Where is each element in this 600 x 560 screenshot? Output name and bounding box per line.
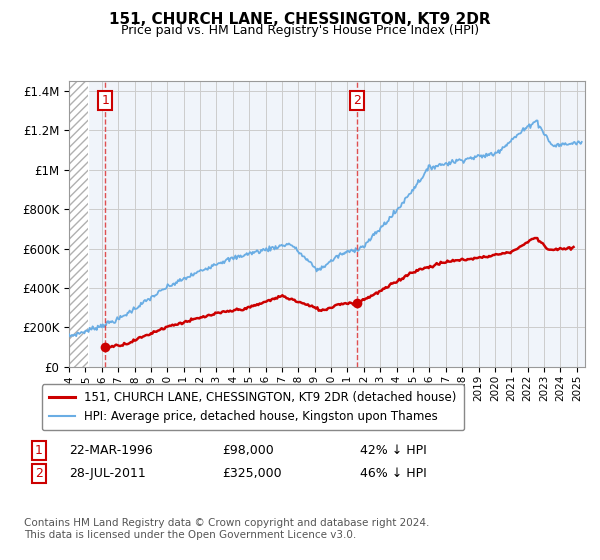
Text: 42% ↓ HPI: 42% ↓ HPI [360,444,427,458]
Text: Price paid vs. HM Land Registry's House Price Index (HPI): Price paid vs. HM Land Registry's House … [121,24,479,36]
Text: £325,000: £325,000 [222,466,281,480]
Text: 22-MAR-1996: 22-MAR-1996 [69,444,153,458]
Text: 2: 2 [35,466,43,480]
Text: 151, CHURCH LANE, CHESSINGTON, KT9 2DR: 151, CHURCH LANE, CHESSINGTON, KT9 2DR [109,12,491,27]
Bar [69,81,88,367]
Text: 46% ↓ HPI: 46% ↓ HPI [360,466,427,480]
Bar [69,81,88,367]
Text: 28-JUL-2011: 28-JUL-2011 [69,466,146,480]
Text: 2: 2 [353,94,361,107]
Text: £98,000: £98,000 [222,444,274,458]
Legend: 151, CHURCH LANE, CHESSINGTON, KT9 2DR (detached house), HPI: Average price, det: 151, CHURCH LANE, CHESSINGTON, KT9 2DR (… [42,384,464,431]
Text: Contains HM Land Registry data © Crown copyright and database right 2024.
This d: Contains HM Land Registry data © Crown c… [24,518,430,540]
Text: 1: 1 [101,94,109,107]
Text: 1: 1 [35,444,43,458]
